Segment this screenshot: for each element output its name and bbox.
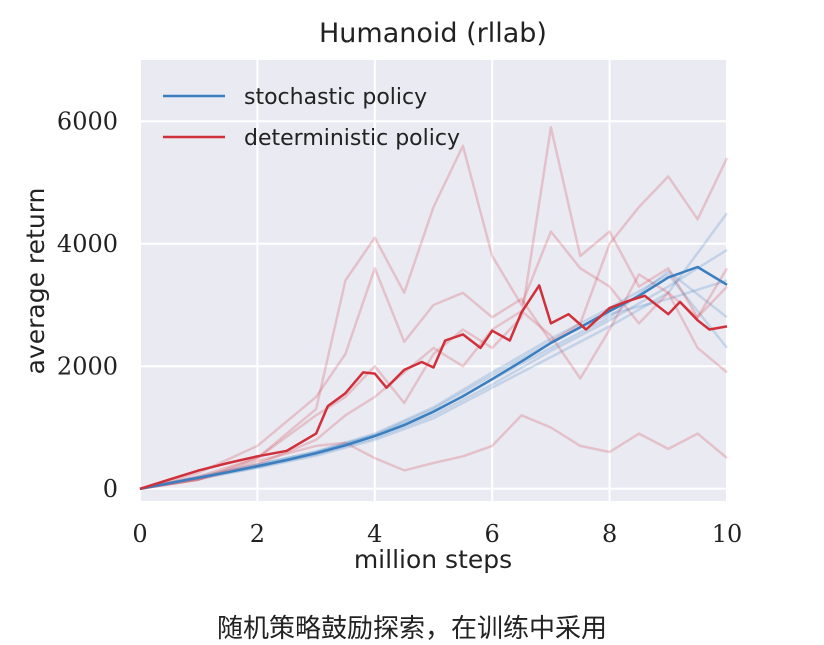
x-tick-label: 10 [712,520,743,548]
chart: 0 2000 4000 6000 0 2 4 6 8 10 Humanoid (rllab) m… [21,18,742,574]
run-line-deterministic-policy-3 [139,157,729,491]
run-line-deterministic-policy-1 [139,144,728,491]
y-axis-label: average return [21,188,50,375]
y-tick-labels: 0 2000 4000 6000 [57,107,118,503]
plot-area-background [140,60,727,501]
series-line-deterministic-policy [139,284,728,490]
legend-label-deterministic-policy: deterministic policy [244,126,460,151]
run-line-deterministic-policy-4 [139,414,728,491]
caption: 随机策略鼓励探索，在训练中采用 [216,614,607,644]
run-line-stochastic-policy-3 [139,212,729,491]
x-tick-label: 2 [250,520,265,548]
y-tick-label: 4000 [57,230,118,258]
run-line-deterministic-policy-5 [139,267,729,491]
x-tick-label: 0 [132,520,147,548]
x-tick-label: 8 [602,520,617,548]
grid-lines [139,60,728,501]
x-tick-labels: 0 2 4 6 8 10 [132,520,742,548]
legend: stochastic policy deterministic policy [163,85,460,151]
chart-title: Humanoid (rllab) [319,18,547,49]
y-tick-label: 6000 [57,107,118,135]
x-tick-label: 4 [367,520,382,548]
y-tick-label: 0 [103,475,118,503]
y-tick-label: 2000 [57,352,118,380]
mean-series-lines [139,265,728,491]
run-line-deterministic-policy-2 [139,126,728,491]
legend-label-stochastic-policy: stochastic policy [244,85,427,110]
x-tick-label: 6 [485,520,500,548]
x-axis-label: million steps [354,545,512,574]
